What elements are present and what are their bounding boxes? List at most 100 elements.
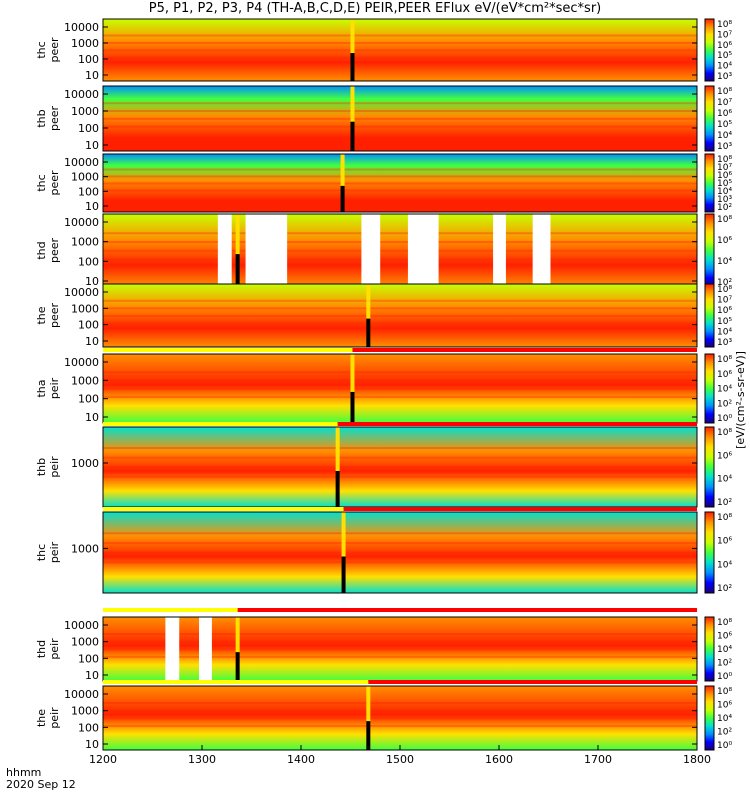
x-tick-label: 1400: [287, 753, 315, 766]
colorbar-tick-label: 10⁸: [717, 687, 732, 697]
colorbar-tick-label: 10⁸: [717, 20, 732, 30]
flux-band: [103, 379, 697, 382]
y-tick-label: 10: [85, 411, 99, 424]
panel-frame: [102, 18, 698, 82]
panel-10: 10 100 1000 10000 the peir 10⁸ 10⁶ 10⁴ 10² 10⁰: [35, 685, 732, 751]
colorbar: [704, 85, 715, 152]
flux-band: [103, 102, 697, 105]
flux-band: [103, 447, 697, 449]
flux-band: [103, 56, 697, 59]
colorbar: [704, 213, 715, 288]
flux-band: [103, 541, 697, 544]
flux-band: [103, 117, 697, 120]
colorbar-tick-label: 10⁴: [717, 257, 732, 267]
y-label-type: peer: [48, 37, 61, 63]
quality-flag-strip: [103, 507, 344, 511]
flux-band: [103, 41, 697, 44]
y-tick-label: 100: [78, 122, 99, 135]
y-tick-label: 10000: [64, 286, 99, 299]
heatmap-body: [103, 154, 697, 212]
y-label-probe: the: [35, 306, 48, 324]
y-tick-label: 10: [85, 275, 99, 288]
y-tick-label: 1000: [71, 37, 99, 50]
spike-marker: [335, 427, 340, 471]
colorbar-tick-label: 10⁷: [717, 98, 732, 108]
colorbar: [704, 685, 715, 751]
y-tick-label: 1000: [71, 705, 99, 718]
flux-band: [103, 532, 697, 535]
y-label-type: peer: [48, 303, 61, 329]
heatmap-body: [103, 86, 697, 151]
y-label-probe: thb: [35, 458, 48, 476]
y-label-probe: thd: [35, 241, 48, 259]
panel-9: 10 100 1000 10000 thd peir 10⁸ 10⁶ 10⁴ 10² 10⁰: [35, 616, 732, 682]
quality-flag-strip: [343, 507, 697, 511]
data-gap: [217, 214, 232, 287]
y-label-type: peer: [48, 238, 61, 264]
flux-band: [103, 456, 697, 459]
y-label-probe: the: [35, 709, 48, 727]
y-tick-label: 10000: [64, 356, 99, 369]
colorbar-unit-label: [eV/(cm²-s-sr-eV)]: [734, 351, 747, 449]
panel-frame: [102, 283, 698, 348]
y-label-type: peer: [48, 106, 61, 132]
colorbar-tick-label: 10⁰: [717, 741, 732, 751]
flux-band: [103, 322, 697, 325]
y-tick-label: 100: [78, 393, 99, 406]
colorbar-tick-label: 10⁴: [717, 560, 732, 570]
panel-4: 10 100 1000 10000 thd peer 10⁸ 10⁶ 10⁴ 10²: [35, 213, 732, 288]
colorbar-tick-label: 10⁶: [717, 537, 732, 547]
quality-flag-strip: [352, 348, 697, 352]
colorbar-tick-label: 10⁴: [717, 131, 732, 141]
y-label-type: peir: [48, 638, 61, 660]
y-tick-label: 10000: [64, 21, 99, 34]
colorbar-tick-label: 10⁶: [717, 236, 732, 246]
quality-flag-strip: [103, 608, 238, 612]
y-tick-label: 1000: [71, 457, 99, 470]
flux-band: [103, 307, 697, 310]
flux-band: [103, 110, 697, 113]
spike-marker-low: [350, 121, 355, 151]
colorbar-tick-label: 10²: [717, 399, 732, 409]
y-label-type: peir: [48, 707, 61, 729]
colorbar: [704, 511, 715, 594]
panel-frame: [102, 153, 698, 213]
panel-frame: [102, 85, 698, 152]
spike-marker: [235, 214, 240, 255]
flux-band: [103, 258, 697, 261]
colorbar-tick-label: 10⁷: [717, 163, 732, 173]
colorbar-tick-label: 10⁴: [717, 385, 732, 395]
colorbar-tick-label: 10⁴: [717, 187, 732, 197]
colorbar-tick-label: 10⁴: [717, 327, 732, 337]
colorbar-tick-label: 10²: [717, 659, 732, 669]
colorbar: [704, 616, 715, 682]
y-tick-label: 100: [78, 319, 99, 332]
quality-flag-strip: [103, 422, 338, 426]
colorbar-tick-label: 10³: [717, 72, 732, 82]
spike-marker-low: [350, 53, 355, 81]
flux-band: [103, 702, 697, 704]
spike-marker-low: [366, 721, 371, 750]
flux-band: [103, 175, 697, 178]
heatmap-body: [103, 284, 697, 347]
colorbar-tick-label: 10⁶: [717, 451, 732, 461]
y-tick-label: 10000: [64, 156, 99, 169]
data-gap: [532, 214, 551, 287]
x-tick-label: 1700: [584, 753, 612, 766]
y-label-probe: tha: [35, 379, 48, 397]
spike-marker: [366, 686, 371, 722]
spike-marker-low: [235, 652, 240, 681]
colorbar-tick-label: 10⁸: [717, 87, 732, 97]
y-label-type: peir: [48, 456, 61, 478]
colorbar: [704, 18, 715, 82]
colorbar-tick-label: 10⁸: [717, 428, 732, 438]
colorbar-tick-label: 10²: [717, 584, 732, 594]
colorbar-tick-label: 10⁸: [717, 355, 732, 365]
quality-flag-strip: [103, 680, 369, 684]
y-tick-label: 100: [78, 185, 99, 198]
colorbar-tick-label: 10⁶: [717, 306, 732, 316]
spike-marker: [366, 284, 371, 319]
x-tick-label: 1600: [485, 753, 513, 766]
